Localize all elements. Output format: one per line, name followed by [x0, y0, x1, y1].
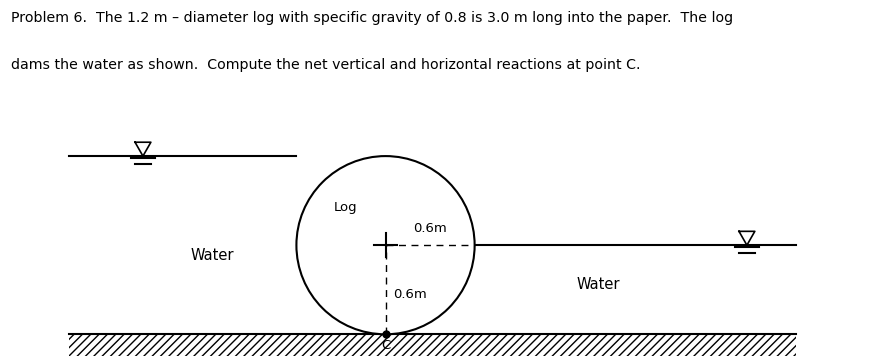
Text: Log: Log: [334, 201, 358, 214]
Text: Problem 6.  The 1.2 m – diameter log with specific gravity of 0.8 is 3.0 m long : Problem 6. The 1.2 m – diameter log with…: [11, 11, 733, 25]
Text: Water: Water: [191, 248, 234, 262]
Circle shape: [297, 156, 474, 334]
Text: dams the water as shown.  Compute the net vertical and horizontal reactions at p: dams the water as shown. Compute the net…: [11, 58, 640, 72]
Text: C: C: [381, 339, 390, 352]
Text: 0.6m: 0.6m: [394, 288, 427, 301]
Text: Water: Water: [577, 277, 620, 292]
Bar: [69, 334, 796, 356]
Text: 0.6m: 0.6m: [413, 222, 447, 235]
